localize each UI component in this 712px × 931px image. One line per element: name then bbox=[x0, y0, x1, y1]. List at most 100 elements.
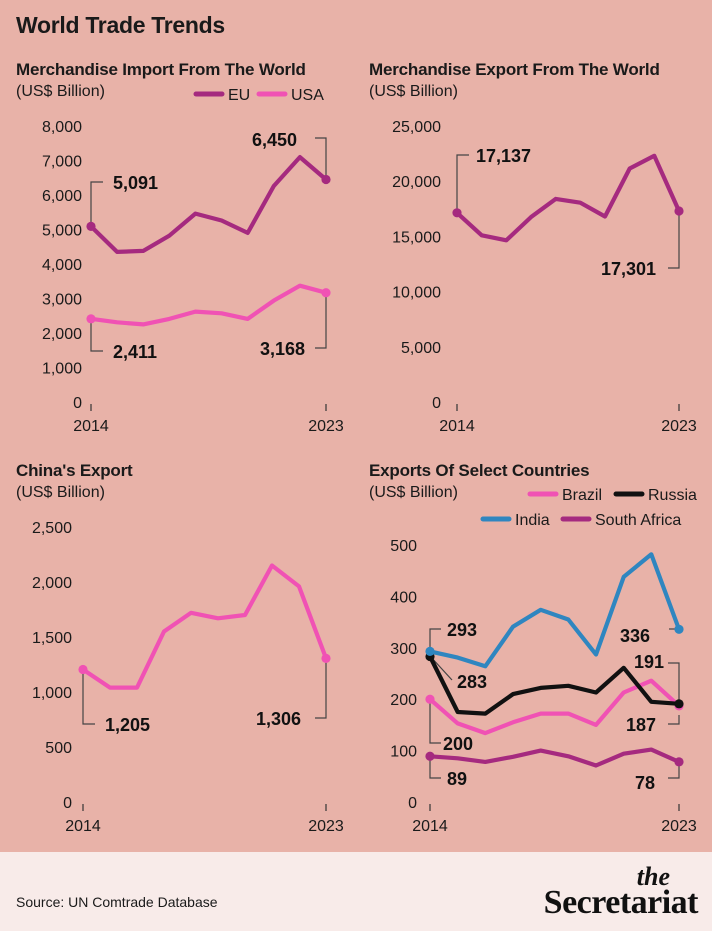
x-tick-label: 2014 bbox=[412, 818, 448, 835]
data-label: 1,205 bbox=[105, 715, 150, 735]
y-tick-label: 5,000 bbox=[42, 223, 82, 240]
series-start-point-eu bbox=[86, 221, 96, 231]
data-label: 283 bbox=[457, 672, 487, 692]
brand-logo-big: Secretariat bbox=[543, 884, 699, 921]
y-tick-label: 5,000 bbox=[401, 340, 441, 357]
y-tick-label: 8,000 bbox=[42, 119, 82, 136]
series-line-series-0 bbox=[454, 153, 682, 243]
annotation-connector bbox=[668, 662, 680, 703]
brand-logo-small: the bbox=[636, 862, 670, 891]
y-tick-label: 500 bbox=[390, 538, 417, 555]
y-tick-label: 1,000 bbox=[32, 685, 72, 702]
y-tick-label: 2,000 bbox=[32, 575, 72, 592]
annotation-connector bbox=[82, 669, 95, 725]
page-title: World Trade Trends bbox=[16, 12, 225, 38]
series-end-point-eu bbox=[321, 174, 331, 185]
series-end-point-series-0 bbox=[674, 206, 684, 216]
annotation-connector bbox=[315, 137, 327, 179]
y-tick-label: 0 bbox=[73, 395, 82, 412]
chart-canvas bbox=[0, 0, 712, 852]
y-tick-label: 0 bbox=[63, 795, 72, 812]
data-label: 2,411 bbox=[113, 342, 157, 362]
y-tick-label: 2,500 bbox=[32, 520, 72, 537]
y-tick-label: 3,000 bbox=[42, 292, 82, 309]
x-tick-label: 2023 bbox=[308, 418, 344, 435]
series-start-point-series-0 bbox=[452, 208, 462, 218]
source-note: Source: UN Comtrade Database bbox=[16, 894, 218, 910]
annotation-connector bbox=[668, 762, 680, 779]
y-tick-label: 7,000 bbox=[42, 154, 82, 171]
annotation-connector bbox=[429, 757, 441, 779]
y-tick-label: 1,000 bbox=[42, 361, 82, 378]
legend-label: EU bbox=[228, 87, 250, 104]
legend-label: USA bbox=[291, 87, 324, 104]
y-tick-label: 15,000 bbox=[392, 229, 441, 246]
annotation-connector bbox=[668, 210, 680, 269]
y-tick-label: 100 bbox=[390, 744, 417, 761]
x-tick-label: 2014 bbox=[439, 418, 475, 435]
panel-subtitle-select-countries: (US$ Billion) bbox=[369, 484, 458, 501]
series-line-south-africa bbox=[427, 747, 682, 768]
annotation-connector bbox=[315, 661, 327, 719]
legend-label: Russia bbox=[648, 487, 697, 504]
data-label: 336 bbox=[620, 626, 650, 646]
data-label: 200 bbox=[443, 734, 473, 754]
series-start-point-india bbox=[425, 646, 435, 656]
x-tick-label: 2023 bbox=[661, 418, 697, 435]
y-tick-label: 6,000 bbox=[42, 188, 82, 205]
legend-label: Brazil bbox=[562, 487, 602, 504]
series-start-point-series-0 bbox=[78, 664, 88, 675]
series-end-point-usa bbox=[321, 288, 331, 298]
y-tick-label: 1,500 bbox=[32, 630, 72, 647]
data-label: 191 bbox=[634, 652, 664, 672]
panel-subtitle-exports: (US$ Billion) bbox=[369, 83, 458, 100]
y-tick-label: 0 bbox=[408, 795, 417, 812]
panel-title-china: China's Export bbox=[16, 461, 133, 480]
series-end-point-india bbox=[674, 624, 684, 634]
y-tick-label: 20,000 bbox=[392, 174, 441, 191]
y-tick-label: 400 bbox=[390, 589, 417, 606]
annotation-connector bbox=[668, 715, 680, 725]
panel-title-select-countries: Exports Of Select Countries bbox=[369, 461, 590, 480]
series-line-usa bbox=[88, 283, 329, 327]
series-start-point-usa bbox=[86, 314, 96, 324]
annotation-connector bbox=[429, 628, 441, 652]
brand-logo: the Secretariat bbox=[498, 862, 699, 922]
y-tick-label: 25,000 bbox=[392, 119, 441, 136]
y-tick-label: 10,000 bbox=[392, 285, 441, 302]
footer bbox=[0, 852, 712, 931]
panel-title-exports: Merchandise Export From The World bbox=[369, 60, 660, 79]
x-tick-label: 2023 bbox=[308, 818, 344, 835]
data-label: 78 bbox=[635, 773, 655, 793]
annotation-connector bbox=[90, 319, 103, 352]
panel-subtitle-china: (US$ Billion) bbox=[16, 484, 105, 501]
series-start-point-brazil bbox=[425, 694, 435, 704]
series-end-point-south-africa bbox=[674, 757, 684, 767]
legend-label: India bbox=[515, 512, 550, 529]
y-tick-label: 500 bbox=[45, 740, 72, 757]
panel-title-imports: Merchandise Import From The World bbox=[16, 60, 306, 79]
legend-label: South Africa bbox=[595, 512, 681, 529]
x-tick-label: 2014 bbox=[73, 418, 109, 435]
series-end-point-series-0 bbox=[321, 653, 331, 663]
series-line-india bbox=[427, 552, 682, 669]
y-tick-label: 2,000 bbox=[42, 326, 82, 343]
x-tick-label: 2014 bbox=[65, 818, 101, 835]
data-label: 3,168 bbox=[260, 339, 305, 359]
y-tick-label: 300 bbox=[390, 641, 417, 658]
annotation-connector bbox=[90, 181, 103, 225]
data-label: 293 bbox=[447, 620, 477, 640]
annotation-connector bbox=[315, 292, 327, 349]
y-tick-label: 0 bbox=[432, 395, 441, 412]
data-label: 187 bbox=[626, 715, 656, 735]
charts-svg: 0 1,000 2,000 3,000 4,000 5,000 6,000 7,000 8,00… bbox=[32, 87, 697, 835]
annotation-connector bbox=[456, 154, 469, 212]
y-tick-label: 200 bbox=[390, 692, 417, 709]
data-label: 17,301 bbox=[601, 259, 656, 279]
annotation-connector bbox=[429, 699, 441, 744]
panel-subtitle-imports: (US$ Billion) bbox=[16, 83, 105, 100]
series-line-russia bbox=[427, 654, 682, 716]
series-line-series-0 bbox=[80, 563, 329, 690]
y-tick-label: 4,000 bbox=[42, 257, 82, 274]
x-tick-label: 2023 bbox=[661, 818, 697, 835]
